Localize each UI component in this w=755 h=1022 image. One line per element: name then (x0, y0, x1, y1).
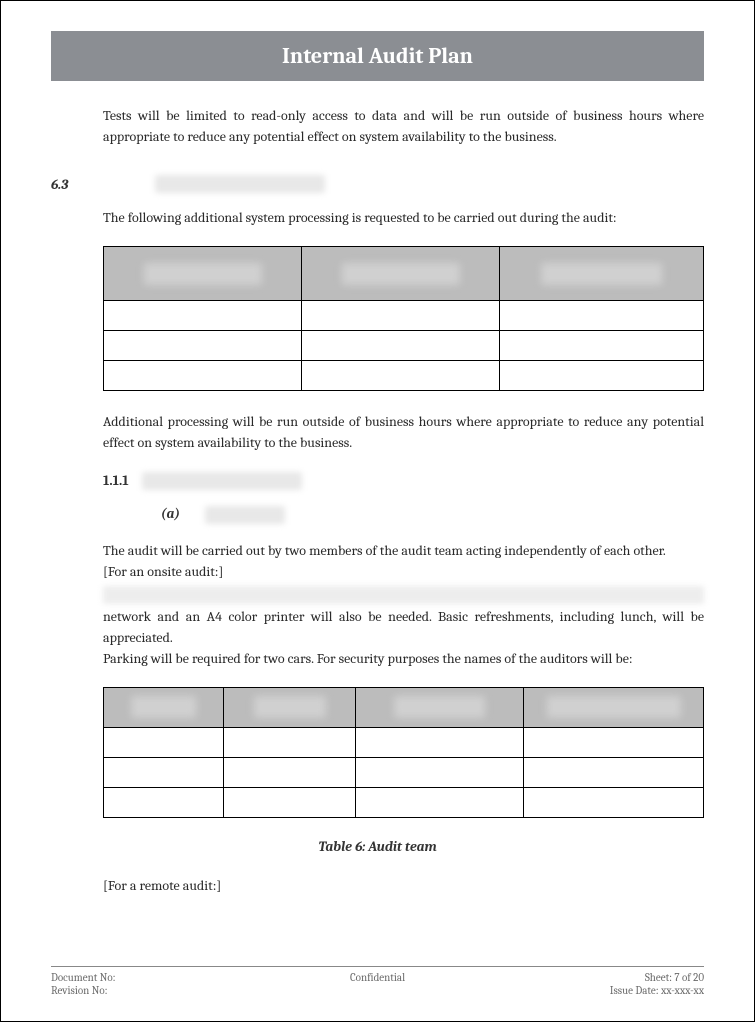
table-header-cell (524, 687, 704, 727)
paragraph-remote-audit: [For a remote audit:] (103, 875, 704, 896)
table-header-cell (104, 247, 302, 301)
paragraph-line: The audit will be carried out by two mem… (103, 542, 666, 559)
redacted-heading (142, 472, 302, 490)
section-number-1-1-1: 1.1.1 (103, 472, 129, 489)
redacted-header (546, 696, 680, 718)
table-header-cell (356, 687, 524, 727)
audit-team-table (103, 687, 704, 818)
footer-rev-no: Revision No: (51, 984, 269, 997)
document-page: Internal Audit Plan Tests will be limite… (1, 1, 754, 1021)
paragraph-line: [For an onsite audit:] (103, 563, 223, 580)
section-number-6-3: 6.3 (51, 176, 103, 193)
section-6-3-row: 6.3 (51, 175, 704, 193)
redacted-header (394, 696, 486, 718)
paragraph-line: network and an A4 color printer will als… (103, 608, 704, 646)
page-footer: Document No: Revision No: Confidential S… (51, 966, 704, 997)
paragraph-additional-request: The following additional system processi… (103, 207, 704, 228)
table-header-cell (500, 247, 704, 301)
table-row (104, 727, 704, 757)
table-row (104, 757, 704, 787)
table-header-cell (224, 687, 356, 727)
table-row (104, 331, 704, 361)
footer-doc-no: Document No: (51, 971, 269, 984)
table-row (104, 787, 704, 817)
audit-description-block-2: network and an A4 color printer will als… (103, 606, 704, 669)
redacted-header (143, 263, 261, 285)
redacted-sub-heading (205, 506, 285, 524)
table-header-cell (104, 687, 224, 727)
processing-table (103, 246, 704, 391)
footer-confidential: Confidential (269, 971, 487, 984)
redacted-header (253, 696, 325, 718)
redacted-heading (155, 175, 325, 193)
table-caption: Table 6: Audit team (51, 838, 704, 855)
paragraph-additional-processing: Additional processing will be run outsid… (103, 411, 704, 453)
footer-issue-date: Issue Date: xx-xxx-xx (486, 984, 704, 997)
sub-a-row: (a) (51, 504, 704, 523)
table-header-row (104, 247, 704, 301)
footer-left: Document No: Revision No: (51, 971, 269, 997)
audit-description-block: The audit will be carried out by two mem… (103, 540, 704, 582)
paragraph-line: Parking will be required for two cars. F… (103, 650, 633, 667)
page-title: Internal Audit Plan (282, 43, 473, 69)
redacted-header (341, 263, 459, 285)
sub-letter-a: (a) (161, 505, 201, 522)
page-title-bar: Internal Audit Plan (51, 31, 704, 81)
table-row (104, 301, 704, 331)
redacted-header (131, 696, 196, 718)
table-header-row (104, 687, 704, 727)
table-row (104, 361, 704, 391)
redacted-header (541, 263, 663, 285)
paragraph-tests: Tests will be limited to read-only acces… (103, 105, 704, 147)
footer-right: Sheet: 7 of 20 Issue Date: xx-xxx-xx (486, 971, 704, 997)
footer-center: Confidential (269, 971, 487, 997)
table-header-cell (302, 247, 500, 301)
footer-sheet: Sheet: 7 of 20 (486, 971, 704, 984)
redacted-line (103, 586, 704, 604)
section-1-1-1-row: 1.1.1 (51, 471, 704, 490)
